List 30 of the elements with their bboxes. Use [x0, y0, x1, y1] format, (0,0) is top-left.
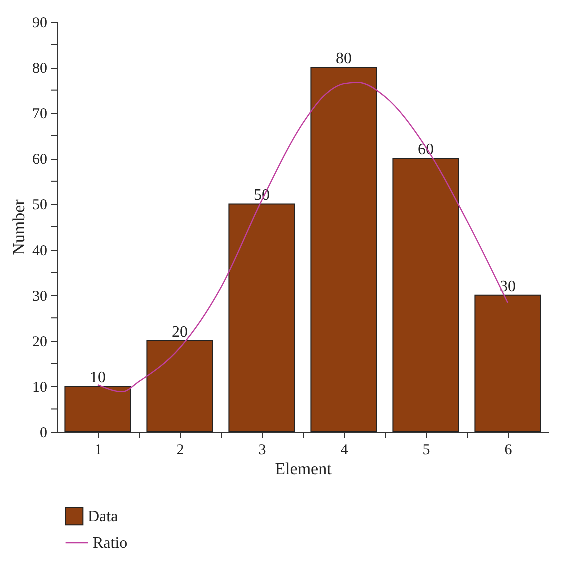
y-tick-label: 0: [40, 426, 48, 442]
y-tick-label: 90: [32, 16, 48, 32]
bar: [474, 294, 542, 432]
y-tick-label: 60: [32, 152, 48, 168]
x-tick-label: 5: [422, 442, 430, 458]
y-tick-label: 40: [32, 243, 48, 260]
bar: [392, 158, 460, 432]
x-axis-title: Element: [275, 460, 332, 478]
bar: [310, 67, 378, 432]
x-tick-label: 6: [504, 442, 513, 458]
x-tick-label: 3: [258, 442, 266, 458]
bar: [146, 340, 214, 432]
legend-label: Data: [88, 508, 118, 526]
data-label: 30: [500, 278, 516, 296]
x-tick-label: 2: [176, 442, 184, 458]
y-tick-label: 50: [32, 198, 48, 214]
legend-label: Ratio: [93, 535, 128, 552]
y-tick-label: 20: [32, 334, 48, 350]
x-tick-label: 1: [94, 442, 102, 458]
y-axis-title: Number: [10, 199, 28, 256]
data-label: 20: [172, 324, 188, 341]
x-tick-label: 4: [340, 442, 349, 458]
y-tick-label: 30: [32, 288, 48, 305]
y-tick-label: 70: [32, 106, 48, 123]
bar: [228, 204, 296, 432]
y-tick-label: 80: [32, 61, 48, 78]
data-label: 10: [90, 369, 106, 386]
bar: [64, 386, 132, 432]
data-label: 80: [336, 50, 352, 68]
y-tick-label: 10: [32, 380, 48, 396]
